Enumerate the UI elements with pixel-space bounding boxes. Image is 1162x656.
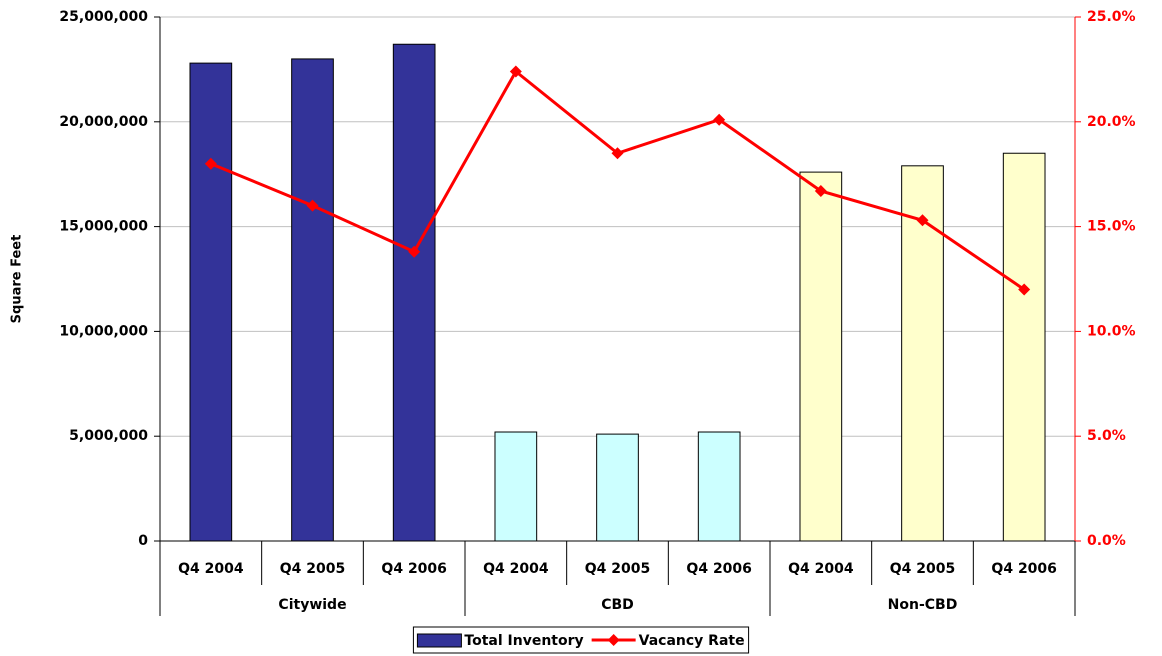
x-tick-label: Q4 2004 <box>178 561 244 577</box>
y2-tick-label: 0.0% <box>1087 533 1126 549</box>
legend-item: Vacancy Rate <box>591 633 745 649</box>
y2-tick-label: 10.0% <box>1087 323 1136 339</box>
marker <box>306 199 319 212</box>
marker <box>204 157 217 170</box>
x-tick-label: Q4 2006 <box>686 561 751 577</box>
marker <box>1018 283 1031 296</box>
group-label: Citywide <box>278 597 346 613</box>
bar <box>494 431 538 542</box>
marker <box>408 245 421 258</box>
legend-item: Total Inventory <box>416 633 584 649</box>
legend-label: Vacancy Rate <box>639 633 745 649</box>
legend-box <box>412 626 750 654</box>
legend-swatch <box>416 633 462 648</box>
y-tick-label: 10,000,000 <box>59 323 148 339</box>
y2-tick-label: 15.0% <box>1087 219 1136 235</box>
marker <box>713 113 726 126</box>
bar <box>596 433 639 542</box>
y-tick-label: 5,000,000 <box>69 428 148 444</box>
group-label: CBD <box>601 597 634 613</box>
group-label: Non-CBD <box>888 597 958 613</box>
bar <box>291 58 334 542</box>
x-tick-label: Q4 2005 <box>890 561 955 577</box>
x-tick-label: Q4 2004 <box>788 561 854 577</box>
x-tick-label: Q4 2004 <box>483 561 549 577</box>
bar <box>1002 152 1046 542</box>
marker <box>916 214 929 227</box>
x-tick-label: Q4 2006 <box>381 561 446 577</box>
marker <box>611 147 624 160</box>
x-tick-label: Q4 2005 <box>585 561 650 577</box>
legend-marker <box>607 634 620 646</box>
y2-tick-label: 5.0% <box>1087 428 1126 444</box>
y-tick-label: 20,000,000 <box>59 114 148 130</box>
bar <box>799 171 843 542</box>
x-tick-label: Q4 2005 <box>280 561 345 577</box>
legend: Total Inventory Vacancy Rate <box>412 626 750 654</box>
y2-tick-label: 20.0% <box>1087 114 1136 130</box>
marker <box>814 184 827 197</box>
marker <box>509 65 522 78</box>
y-tick-label: 15,000,000 <box>59 219 148 235</box>
y-tick-label: 25,000,000 <box>59 9 148 25</box>
legend-label: Total Inventory <box>464 633 583 649</box>
y2-tick-label: 25.0% <box>1087 9 1136 25</box>
bar <box>697 431 741 542</box>
bar <box>189 62 233 542</box>
x-tick-label: Q4 2006 <box>991 561 1056 577</box>
y-tick-label: 0 <box>138 533 148 549</box>
bar <box>392 43 436 542</box>
y-axis-label: Square Feet <box>10 235 25 324</box>
